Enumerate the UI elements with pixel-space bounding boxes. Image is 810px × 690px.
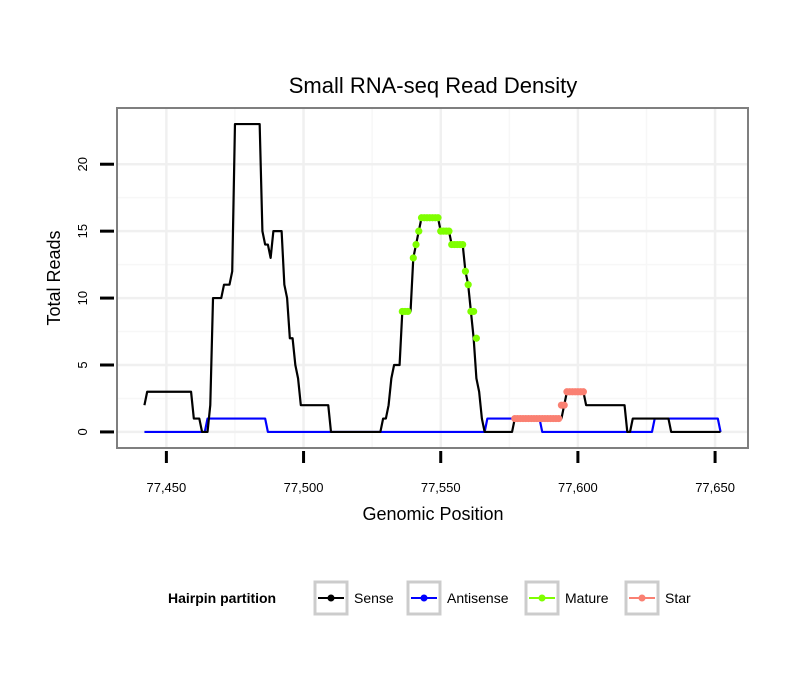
mature-point bbox=[459, 240, 467, 249]
x-tick-label: 77,450 bbox=[146, 480, 186, 495]
legend: Hairpin partition Sense Antisense Mature St… bbox=[168, 580, 691, 616]
x-tick-label: 77,600 bbox=[558, 480, 598, 495]
mature-point bbox=[409, 254, 417, 262]
y-axis-title: Total Reads bbox=[44, 230, 64, 325]
plot-panel-background bbox=[117, 108, 748, 448]
x-tick-label: 77,650 bbox=[695, 480, 735, 495]
mature-point bbox=[434, 214, 442, 222]
legend-label-star: Star bbox=[665, 590, 691, 606]
chart-title: Small RNA-seq Read Density bbox=[289, 73, 578, 98]
legend-item-antisense: Antisense bbox=[406, 580, 509, 616]
x-axis-title: Genomic Position bbox=[362, 504, 503, 524]
mature-point bbox=[445, 227, 453, 235]
mature-point bbox=[404, 307, 412, 316]
legend-label-antisense: Antisense bbox=[447, 590, 509, 606]
legend-key-point-mature bbox=[538, 594, 546, 602]
y-tick-label: 0 bbox=[75, 428, 90, 435]
legend-key-point-star bbox=[638, 594, 646, 602]
mature-point bbox=[415, 227, 423, 235]
legend-key-point-sense bbox=[327, 594, 335, 602]
star-point bbox=[579, 388, 587, 396]
legend-title: Hairpin partition bbox=[168, 590, 276, 606]
y-tick-label: 5 bbox=[75, 361, 90, 368]
star-point bbox=[560, 401, 568, 409]
x-tick-label: 77,500 bbox=[284, 480, 324, 495]
x-axis: 77,450 77,500 77,550 77,600 77,650 bbox=[146, 451, 735, 495]
y-axis: 0 5 10 15 20 bbox=[75, 157, 114, 436]
x-tick-label: 77,550 bbox=[421, 480, 461, 495]
legend-key-point-antisense bbox=[420, 594, 428, 602]
mature-point bbox=[461, 267, 470, 275]
mature-point bbox=[464, 281, 472, 289]
legend-label-mature: Mature bbox=[565, 590, 609, 606]
mature-point bbox=[472, 334, 480, 342]
mature-point bbox=[470, 307, 478, 316]
plot-panel bbox=[116, 107, 749, 449]
legend-item-sense: Sense bbox=[313, 580, 394, 616]
legend-item-mature: Mature bbox=[524, 580, 609, 616]
plot-panel-border bbox=[116, 107, 749, 449]
star-point bbox=[555, 414, 563, 423]
legend-label-sense: Sense bbox=[354, 590, 394, 606]
y-tick-label: 15 bbox=[75, 224, 90, 238]
y-tick-label: 20 bbox=[75, 157, 90, 171]
mature-point bbox=[412, 240, 420, 249]
y-tick-label: 10 bbox=[75, 291, 90, 305]
legend-item-star: Star bbox=[624, 580, 691, 616]
series-layer bbox=[143, 122, 722, 434]
